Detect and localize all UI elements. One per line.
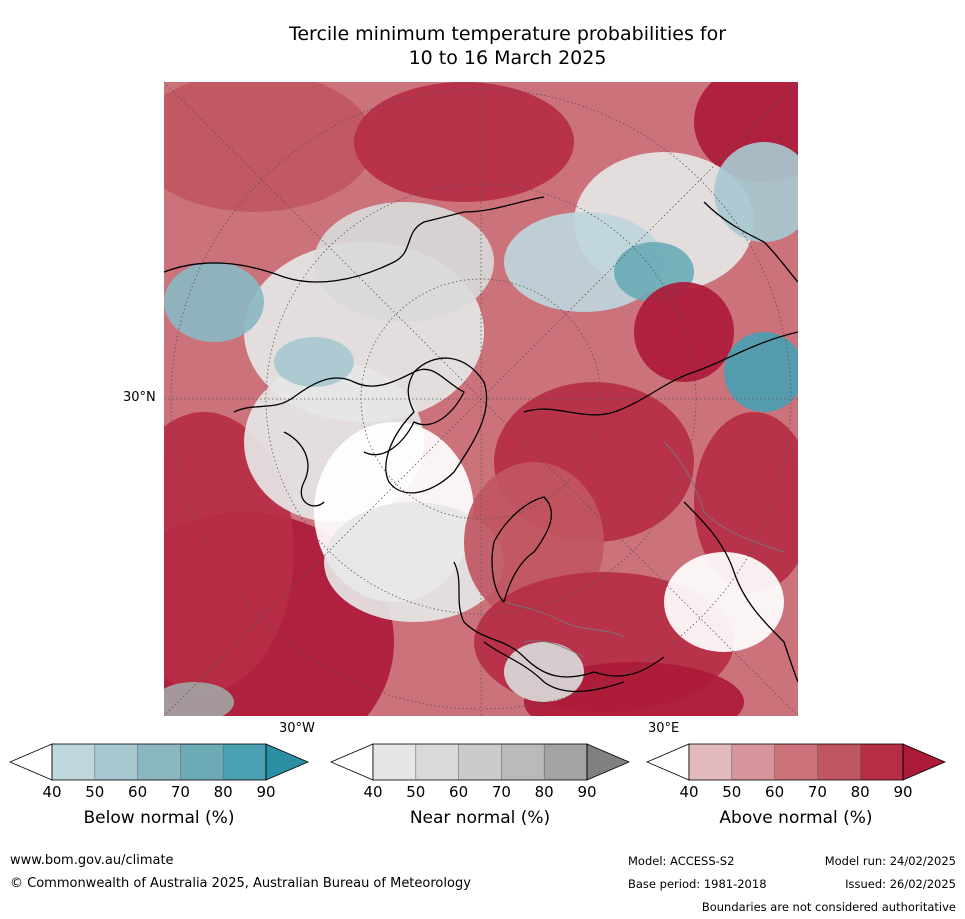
coastline-mediterranean: [483, 641, 625, 693]
colorbar-near: [330, 742, 630, 782]
colorbar-above-border: [688, 743, 904, 781]
coastline-hudson: [283, 431, 325, 507]
field-asia-white: [664, 552, 784, 652]
colorbar-near-tick: 50: [406, 783, 426, 801]
footer-disclaimer: Boundaries are not considered authoritat…: [701, 900, 956, 914]
colorbar-below-border: [51, 743, 267, 781]
graticule-circle-3: [170, 88, 792, 710]
field-alaska-below: [714, 142, 798, 242]
colorbar-near-segment: [544, 744, 587, 780]
coastline-europe: [453, 561, 665, 678]
field-asia-above: [694, 412, 798, 592]
colorbar-near-title: Near normal (%): [409, 808, 551, 828]
colorbar-near-svg: [330, 743, 630, 781]
lon-label-30w: 30°W: [279, 721, 315, 736]
colorbar-above-tick: 50: [722, 783, 742, 801]
title-line-2: 10 to 16 March 2025: [408, 47, 607, 69]
map-canvas: [164, 82, 798, 716]
colorbar-below-tick: 40: [42, 783, 62, 801]
colorbar-above-segment: [731, 744, 775, 780]
colorbar-near-extend-high: [586, 743, 630, 781]
coastline-east-asia: [683, 501, 798, 683]
colorbar-above-tick: 90: [893, 783, 913, 801]
coastlines: [164, 196, 798, 693]
colorbar-below-tick: 50: [85, 783, 105, 801]
colorbar-above-tick: 80: [850, 783, 870, 801]
field-northwest: [164, 82, 374, 212]
footer-website: www.bom.gov.au/climate: [10, 853, 174, 868]
colorbar-above-extend-high: [902, 743, 946, 781]
colorbar-near-segment: [501, 744, 545, 780]
footer-model: Model: ACCESS-S2: [628, 854, 735, 868]
field-north-top: [354, 82, 574, 202]
colorbar-near-segment: [373, 744, 416, 780]
coastline-siberia: [523, 331, 798, 416]
colorbar-below-tick: 70: [170, 783, 190, 801]
boundary-europe-1: [503, 601, 625, 638]
colorbar-below-segment: [137, 744, 181, 780]
colorbar-near-tick: 60: [449, 783, 469, 801]
colorbar-above-tick: 40: [679, 783, 699, 801]
colorbar-below-extend-high: [265, 743, 309, 781]
footer-base-period: Base period: 1981-2018: [628, 877, 767, 891]
field-pacific-near-dark: [164, 682, 234, 716]
footer-model-run: Model run: 24/02/2025: [824, 854, 956, 868]
colorbar-near-extend-low: [330, 743, 374, 781]
colorbar-below: [9, 742, 309, 782]
lon-label-30e: 30°E: [648, 721, 680, 736]
title-line-1: Tercile minimum temperature probabilitie…: [288, 23, 727, 45]
colorbar-below-svg: [9, 743, 309, 781]
colorbar-below-tick: 90: [256, 783, 276, 801]
colorbar-below-tick: 80: [213, 783, 233, 801]
colorbar-above: [646, 742, 946, 782]
lat-label-30n: 30°N: [123, 390, 156, 405]
coastline-alaska: [703, 201, 798, 283]
colorbar-above-tick: 70: [807, 783, 827, 801]
colorbar-above-title: Above normal (%): [719, 808, 873, 828]
coastline-greenland: [385, 357, 488, 494]
colorbar-above-segment: [860, 744, 903, 780]
boundary-asia: [663, 441, 785, 553]
colorbar-near-tick: 80: [534, 783, 554, 801]
colorbar-near-border: [372, 743, 588, 781]
field-asia-below: [724, 332, 798, 412]
coastline-north-america: [164, 196, 545, 283]
boundaries: [503, 441, 785, 658]
colorbar-below-segment: [52, 744, 95, 780]
colorbar-near-segment: [458, 744, 502, 780]
colorbar-below-tick: 60: [128, 783, 148, 801]
colorbar-above-tick: 60: [765, 783, 785, 801]
colorbar-below-segment: [223, 744, 266, 780]
coastline-scandinavia: [491, 496, 553, 604]
field-canada-near-2: [314, 202, 494, 322]
map-title: Tercile minimum temperature probabilitie…: [200, 22, 815, 70]
colorbar-above-extend-low: [646, 743, 690, 781]
colorbar-near-tick: 40: [363, 783, 383, 801]
footer-issued: Issued: 26/02/2025: [845, 877, 956, 891]
field-west-below-2: [274, 337, 354, 387]
colorbar-above-segment: [774, 744, 818, 780]
footer-copyright: © Commonwealth of Australia 2025, Austra…: [10, 876, 471, 891]
colorbar-near-tick: 90: [577, 783, 597, 801]
probability-map: [164, 82, 798, 716]
colorbar-below-segment: [94, 744, 138, 780]
colorbar-below-segment: [180, 744, 224, 780]
colorbar-below-title: Below normal (%): [83, 808, 235, 828]
field-asia-above-2: [634, 282, 734, 382]
colorbar-above-svg: [646, 743, 946, 781]
boundary-europe-2: [523, 640, 585, 658]
colorbar-near-tick: 70: [491, 783, 511, 801]
colorbar-below-extend-low: [9, 743, 53, 781]
field-west-below: [164, 262, 264, 342]
graticule-meridian-d2: [164, 82, 798, 716]
colorbar-above-segment: [689, 744, 732, 780]
colorbar-near-segment: [415, 744, 459, 780]
colorbar-above-segment: [817, 744, 861, 780]
graticule: [164, 82, 798, 716]
